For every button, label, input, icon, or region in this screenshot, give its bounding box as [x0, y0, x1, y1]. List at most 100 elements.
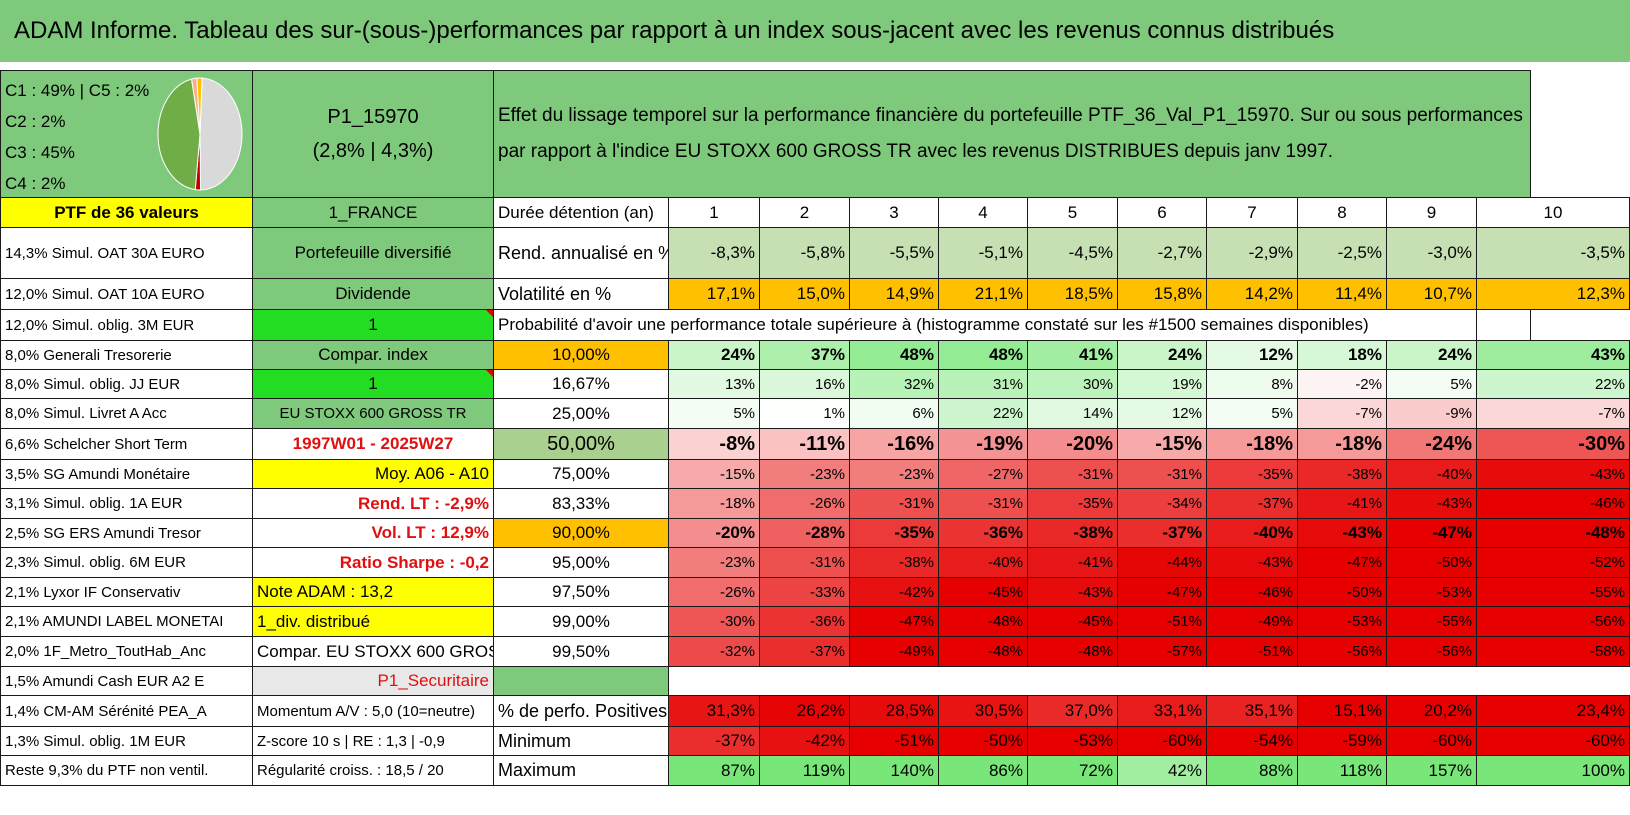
- probability-value: 31%: [938, 369, 1028, 399]
- maximum-label: Maximum: [493, 755, 669, 786]
- probability-value: -26%: [668, 577, 760, 607]
- probability-value: -40%: [938, 547, 1028, 578]
- vol-label: Volatilité en %: [493, 278, 669, 310]
- probability-value: -23%: [668, 547, 760, 578]
- holding-item: 12,0% Simul. oblig. 3M EUR: [0, 309, 253, 341]
- quantile-label: 10,00%: [493, 340, 669, 370]
- maximum-value: 86%: [938, 755, 1028, 786]
- performance-table: C1 : 49% | C5 : 2% C2 : 2% C3 : 45% C4 :…: [0, 70, 1630, 786]
- vol-value: 17,1%: [668, 278, 760, 310]
- probability-value: -20%: [668, 518, 760, 548]
- probability-value: -41%: [1027, 547, 1118, 578]
- quantile-label: 99,50%: [493, 636, 669, 667]
- minimum-value: -51%: [849, 726, 939, 756]
- allocation-pie-chart: [157, 77, 243, 191]
- probability-value: 48%: [849, 340, 939, 370]
- probability-value: -31%: [849, 488, 939, 519]
- holding-item: 8,0% Simul. Livret A Acc: [0, 398, 253, 429]
- probability-value: -41%: [1297, 488, 1387, 519]
- table-row: Reste 9,3% du PTF non ventil. Régularité …: [0, 755, 1630, 786]
- portfolio-attribute: Momentum A/V : 5,0 (10=neutre): [252, 695, 494, 727]
- table-row: 3,1% Simul. oblig. 1A EUR Rend. LT : -2,9…: [0, 488, 1630, 519]
- probability-value: -26%: [759, 488, 850, 519]
- minimum-value: -53%: [1027, 726, 1118, 756]
- holding-item: 1,4% CM-AM Sérénité PEA_A: [0, 695, 253, 727]
- table-row: 12,0% Simul. oblig. 3M EUR 1 Probabilité d…: [0, 309, 1630, 341]
- probability-value: 22%: [1476, 369, 1630, 399]
- country-label: 1_FRANCE: [252, 197, 494, 228]
- portfolio-code: P1_15970: [327, 106, 419, 128]
- quantile-label: 95,00%: [493, 547, 669, 578]
- title-separator: [0, 62, 1630, 70]
- probability-value: -15%: [1117, 428, 1207, 460]
- holding-item: 14,3% Simul. OAT 30A EURO: [0, 227, 253, 279]
- probability-title: Probabilité d'avoir une performance tota…: [493, 309, 1477, 341]
- blank-cell: [1475, 309, 1532, 341]
- rend-value: -2,5%: [1297, 227, 1387, 279]
- probability-value: -44%: [1117, 547, 1207, 578]
- probability-value: -45%: [1027, 606, 1118, 637]
- pie-legend-line: C2 : 2%: [5, 112, 66, 131]
- probability-value: -47%: [1386, 518, 1477, 548]
- portfolio-attribute: Vol. LT : 12,9%: [252, 518, 494, 548]
- positives-value: 28,5%: [849, 695, 939, 727]
- minimum-value: -60%: [1386, 726, 1477, 756]
- portfolio-attribute: Moy. A06 - A10: [252, 459, 494, 489]
- vol-value: 14,9%: [849, 278, 939, 310]
- probability-value: -23%: [849, 459, 939, 489]
- portfolio-attribute: P1_Securitaire: [252, 666, 494, 696]
- probability-value: -49%: [849, 636, 939, 667]
- positives-value: 20,2%: [1386, 695, 1477, 727]
- rend-value: -5,1%: [938, 227, 1028, 279]
- portfolio-id-cell: P1_15970 (2,8% | 4,3%): [252, 70, 494, 198]
- table-row: 8,0% Simul. oblig. JJ EUR 1 16,67% 13% 16% 32…: [0, 369, 1630, 399]
- probability-value: -31%: [1027, 459, 1118, 489]
- probability-value: -35%: [1206, 459, 1298, 489]
- probability-value: 43%: [1476, 340, 1630, 370]
- table-row: 8,0% Generali Tresorerie Compar. index 10,…: [0, 340, 1630, 370]
- probability-value: 24%: [668, 340, 760, 370]
- probability-value: -18%: [668, 488, 760, 519]
- minimum-value: -54%: [1206, 726, 1298, 756]
- rend-value: -8,3%: [668, 227, 760, 279]
- probability-value: -56%: [1297, 636, 1387, 667]
- probability-value: -31%: [938, 488, 1028, 519]
- probability-value: -33%: [759, 577, 850, 607]
- minimum-value: -50%: [938, 726, 1028, 756]
- positives-value: 30,5%: [938, 695, 1028, 727]
- holding-item: 6,6% Schelcher Short Term: [0, 428, 253, 460]
- probability-value: 16%: [759, 369, 850, 399]
- probability-value: -56%: [1386, 636, 1477, 667]
- table-row: 2,0% 1F_Metro_ToutHab_Anc Compar. EU STOX…: [0, 636, 1630, 667]
- probability-value: 18%: [1297, 340, 1387, 370]
- table-row: 2,1% Lyxor IF Conservativ Note ADAM : 13,…: [0, 577, 1630, 607]
- probability-value: -48%: [938, 636, 1028, 667]
- holding-item: 2,0% 1F_Metro_ToutHab_Anc: [0, 636, 253, 667]
- table-row: 1,5% Amundi Cash EUR A2 E P1_Securitaire: [0, 666, 1630, 696]
- vol-value: 18,5%: [1027, 278, 1118, 310]
- rend-value: -2,7%: [1117, 227, 1207, 279]
- pie-slice-c3: [157, 78, 201, 191]
- year-header: 4: [938, 197, 1028, 228]
- minimum-value: -42%: [759, 726, 850, 756]
- maximum-value: 42%: [1117, 755, 1207, 786]
- probability-value: 41%: [1027, 340, 1118, 370]
- probability-value: -47%: [849, 606, 939, 637]
- positives-value: 31,3%: [668, 695, 760, 727]
- probability-value: 13%: [668, 369, 760, 399]
- probability-value: -36%: [938, 518, 1028, 548]
- allocation-pie-cell: C1 : 49% | C5 : 2% C2 : 2% C3 : 45% C4 :…: [0, 70, 253, 198]
- quantile-label: 16,67%: [493, 369, 669, 399]
- maximum-value: 157%: [1386, 755, 1477, 786]
- probability-value: -28%: [759, 518, 850, 548]
- maximum-value: 87%: [668, 755, 760, 786]
- quantile-label: 90,00%: [493, 518, 669, 548]
- page-title: ADAM Informe. Tableau des sur-(sous-)per…: [0, 0, 1630, 62]
- rend-value: -2,9%: [1206, 227, 1298, 279]
- probability-value: 5%: [668, 398, 760, 429]
- vol-value: 12,3%: [1476, 278, 1630, 310]
- probability-value: -19%: [938, 428, 1028, 460]
- vol-value: 10,7%: [1386, 278, 1477, 310]
- holding-item: 8,0% Generali Tresorerie: [0, 340, 253, 370]
- holding-item: 2,3% Simul. oblig. 6M EUR: [0, 547, 253, 578]
